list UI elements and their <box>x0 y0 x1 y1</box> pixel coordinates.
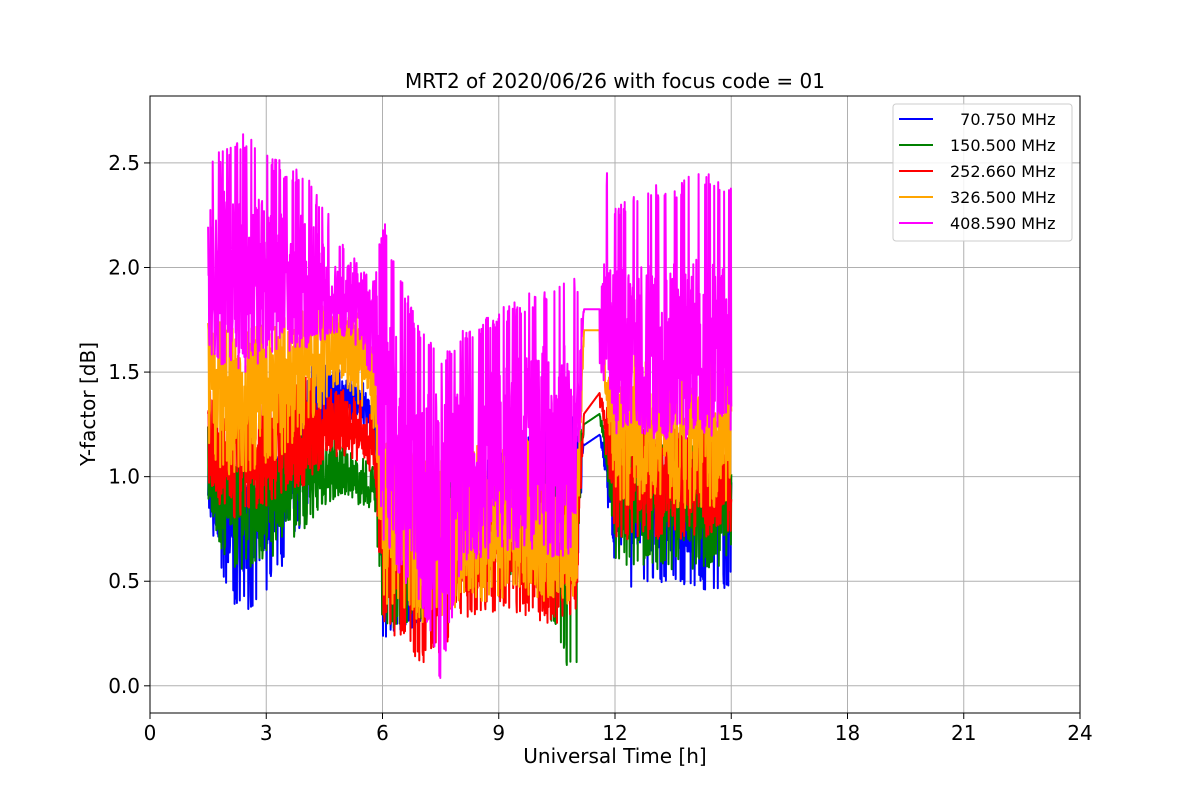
x-axis-label: Universal Time [h] <box>523 744 706 768</box>
y-tick-label: 2.5 <box>108 151 140 175</box>
legend-label: 252.660 MHz <box>950 162 1055 181</box>
y-tick-label: 0.0 <box>108 674 140 698</box>
y-tick-label: 0.5 <box>108 569 140 593</box>
x-tick-label: 21 <box>951 721 976 745</box>
legend-label: 408.590 MHz <box>950 214 1055 233</box>
x-tick-label: 12 <box>602 721 627 745</box>
y-tick-label: 1.0 <box>108 465 140 489</box>
legend: 70.750 MHz 150.500 MHz 252.660 MHz 326.500 … <box>892 103 1073 242</box>
legend-label: 150.500 MHz <box>950 136 1055 155</box>
y-tick-label: 2.0 <box>108 256 140 280</box>
legend-box <box>892 103 1073 242</box>
x-tick-label: 15 <box>719 721 744 745</box>
y-axis-label: Y-factor [dB] <box>76 342 100 467</box>
x-tick-label: 9 <box>492 721 505 745</box>
plot-area <box>207 133 733 679</box>
chart-title: MRT2 of 2020/06/26 with focus code = 01 <box>405 69 825 93</box>
x-axis: 0 3 6 9 12 15 18 21 24 <box>144 713 1093 745</box>
x-tick-label: 3 <box>260 721 273 745</box>
series-line-4 <box>207 133 733 679</box>
y-tick-label: 1.5 <box>108 360 140 384</box>
legend-label: 70.750 MHz <box>950 110 1055 129</box>
x-tick-label: 24 <box>1067 721 1092 745</box>
x-tick-label: 6 <box>376 721 389 745</box>
y-axis: 0.0 0.5 1.0 1.5 2.0 2.5 <box>108 151 150 698</box>
x-tick-label: 18 <box>835 721 860 745</box>
x-tick-label: 0 <box>144 721 157 745</box>
legend-label: 326.500 MHz <box>950 188 1055 207</box>
